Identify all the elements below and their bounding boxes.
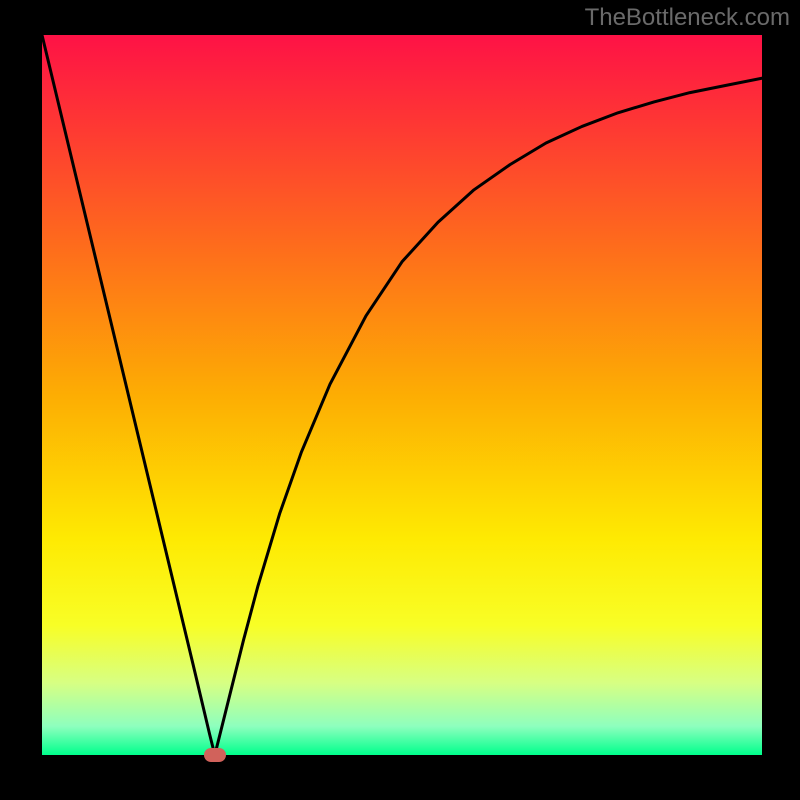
plot-area	[42, 35, 762, 755]
optimal-marker	[204, 748, 226, 762]
curve-svg	[42, 35, 762, 755]
watermark-text: TheBottleneck.com	[585, 4, 790, 32]
bottleneck-curve	[42, 35, 762, 755]
chart-container: TheBottleneck.com	[0, 0, 800, 800]
